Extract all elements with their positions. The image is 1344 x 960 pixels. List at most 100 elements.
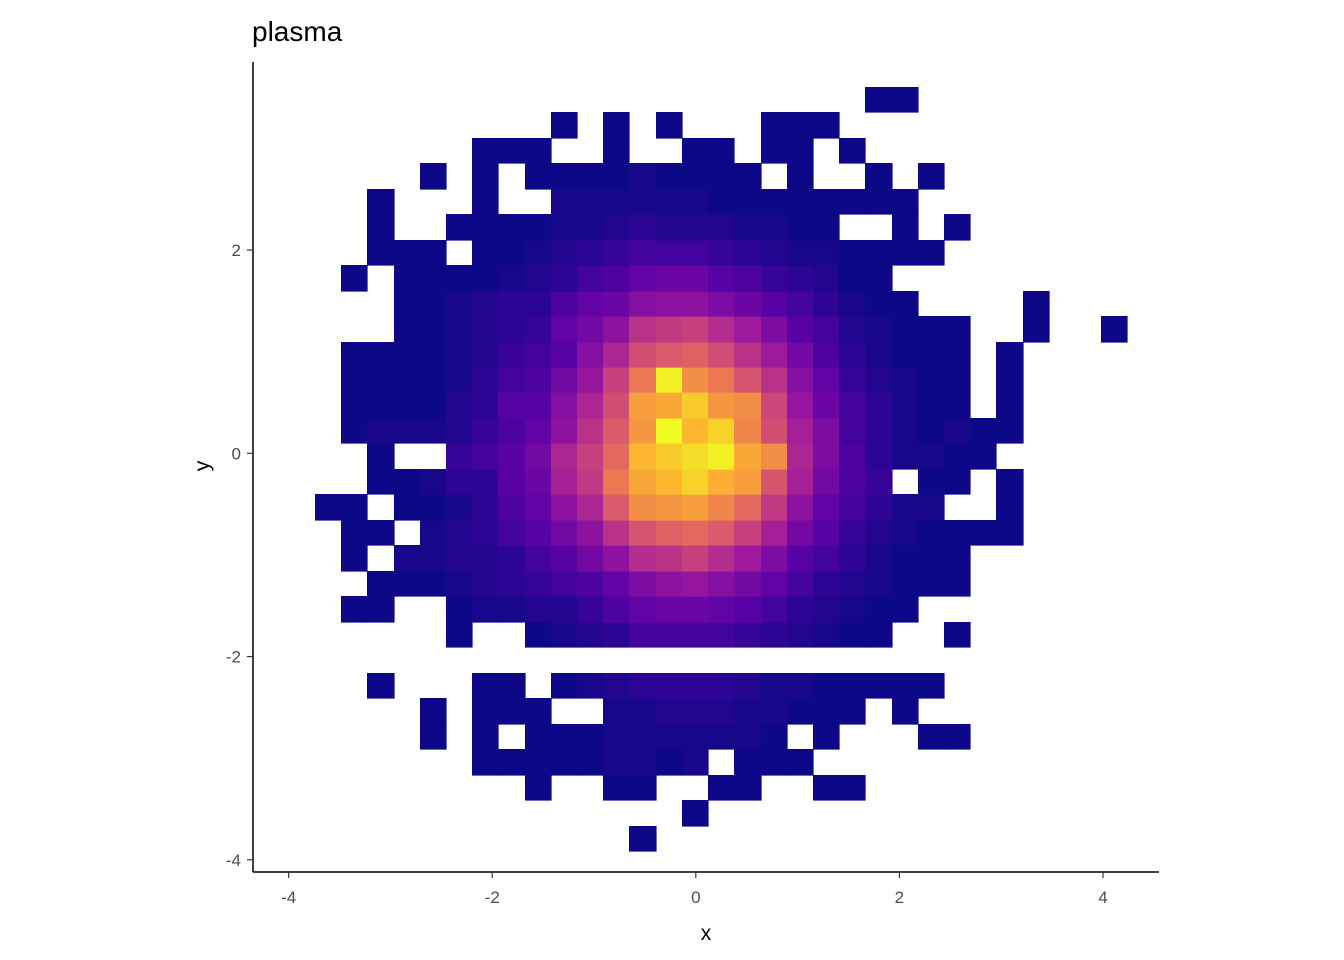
heatmap-tile [525, 265, 552, 292]
heatmap-tile [734, 520, 762, 546]
heatmap-tile [892, 87, 919, 113]
heatmap-tile [813, 189, 840, 215]
heatmap-tile [761, 291, 788, 317]
heatmap-tile [656, 571, 683, 597]
heatmap-tile [944, 392, 971, 419]
heatmap-tile [446, 622, 473, 648]
heatmap-tile [761, 724, 788, 750]
heatmap-tile [551, 291, 578, 317]
heatmap-tile [629, 189, 657, 215]
heatmap-tile [472, 749, 499, 776]
heatmap-tile [708, 494, 735, 521]
heatmap-tile [341, 265, 368, 292]
heatmap-tile [761, 596, 788, 623]
heatmap-tile [420, 545, 447, 572]
heatmap-tile [367, 367, 395, 393]
heatmap-tile [708, 138, 735, 164]
heatmap-tile [787, 265, 814, 292]
heatmap-tile [787, 214, 814, 241]
heatmap-tile [629, 724, 657, 750]
heatmap-tile [682, 291, 709, 317]
heatmap-tile [682, 571, 709, 597]
heatmap-tile [918, 316, 945, 343]
heatmap-tile [839, 520, 866, 546]
heatmap-tile [629, 596, 657, 623]
x-tick-label: 4 [1098, 888, 1107, 907]
heatmap-tile [629, 775, 657, 801]
heatmap-tile [656, 443, 683, 470]
heatmap-tile [603, 189, 630, 215]
heatmap-tile [761, 571, 788, 597]
heatmap-tile [944, 418, 971, 444]
x-tick-label: -4 [281, 888, 296, 907]
heatmap-tile [839, 673, 866, 699]
heatmap-tile [865, 443, 893, 470]
heatmap-tile [629, 469, 657, 495]
heatmap-tile [656, 112, 683, 139]
heatmap-tile [446, 291, 473, 317]
heatmap-tile [682, 138, 709, 164]
heatmap-tile [629, 571, 657, 597]
heatmap-tile [708, 622, 735, 648]
heatmap-tile [472, 240, 499, 266]
heatmap-tile [787, 749, 814, 776]
heatmap-tile [787, 240, 814, 266]
heatmap-tile [734, 240, 762, 266]
heatmap-tile [944, 214, 971, 241]
heatmap-tile [577, 316, 604, 343]
heatmap-tile [498, 494, 526, 521]
heatmap-tile [708, 698, 735, 725]
heatmap-tile [472, 265, 499, 292]
heatmap-tile [498, 265, 526, 292]
heatmap-tile [839, 698, 866, 725]
y-tick-label: -4 [226, 851, 241, 870]
heatmap-tile [865, 622, 893, 648]
heatmap-tile [734, 392, 762, 419]
heatmap-tile [656, 189, 683, 215]
heatmap-tile [761, 673, 788, 699]
heatmap-tile [525, 138, 552, 164]
heatmap-tile [603, 240, 630, 266]
heatmap-tile [367, 673, 395, 699]
heatmap-tile [472, 520, 499, 546]
heatmap-tile [734, 316, 762, 343]
heatmap-tile [918, 163, 945, 190]
heatmap-tile [394, 367, 421, 393]
x-axis-ticks: -4 -2 0 2 4 [281, 872, 1108, 907]
heatmap-tile [367, 520, 395, 546]
heatmap-tile [708, 673, 735, 699]
heatmap-tile [892, 520, 919, 546]
heatmap-tile [551, 316, 578, 343]
heatmap-tile [761, 443, 788, 470]
heatmap-tile [787, 469, 814, 495]
heatmap-tile [813, 520, 840, 546]
heatmap-tile [656, 545, 683, 572]
heatmap-tile [787, 138, 814, 164]
heatmap-tile [551, 112, 578, 139]
heatmap-tile [656, 673, 683, 699]
heatmap-tile [839, 265, 866, 292]
heatmap-tile [813, 112, 840, 139]
heatmap-tile [787, 443, 814, 470]
heatmap-tile [472, 189, 499, 215]
heatmap-tile [787, 622, 814, 648]
heatmap-tile [367, 418, 395, 444]
heatmap-tile [761, 545, 788, 572]
heatmap-tile [865, 596, 893, 623]
heatmap-tile [865, 87, 893, 113]
heatmap-tile [341, 342, 368, 368]
heatmap-tile [813, 316, 840, 343]
heatmap-tile [525, 545, 552, 572]
heatmap-tile [892, 571, 919, 597]
heatmap-tile [420, 698, 447, 725]
heatmap-tile [420, 342, 447, 368]
heatmap-tile [892, 342, 919, 368]
heatmap-tile [787, 494, 814, 521]
heatmap-tile [682, 673, 709, 699]
heatmap-tile [341, 494, 368, 521]
heatmap-tile [603, 392, 630, 419]
heatmap-tile [865, 418, 893, 444]
heatmap-tile [394, 265, 421, 292]
heatmap-tile [682, 469, 709, 495]
heatmap-tile [341, 418, 368, 444]
